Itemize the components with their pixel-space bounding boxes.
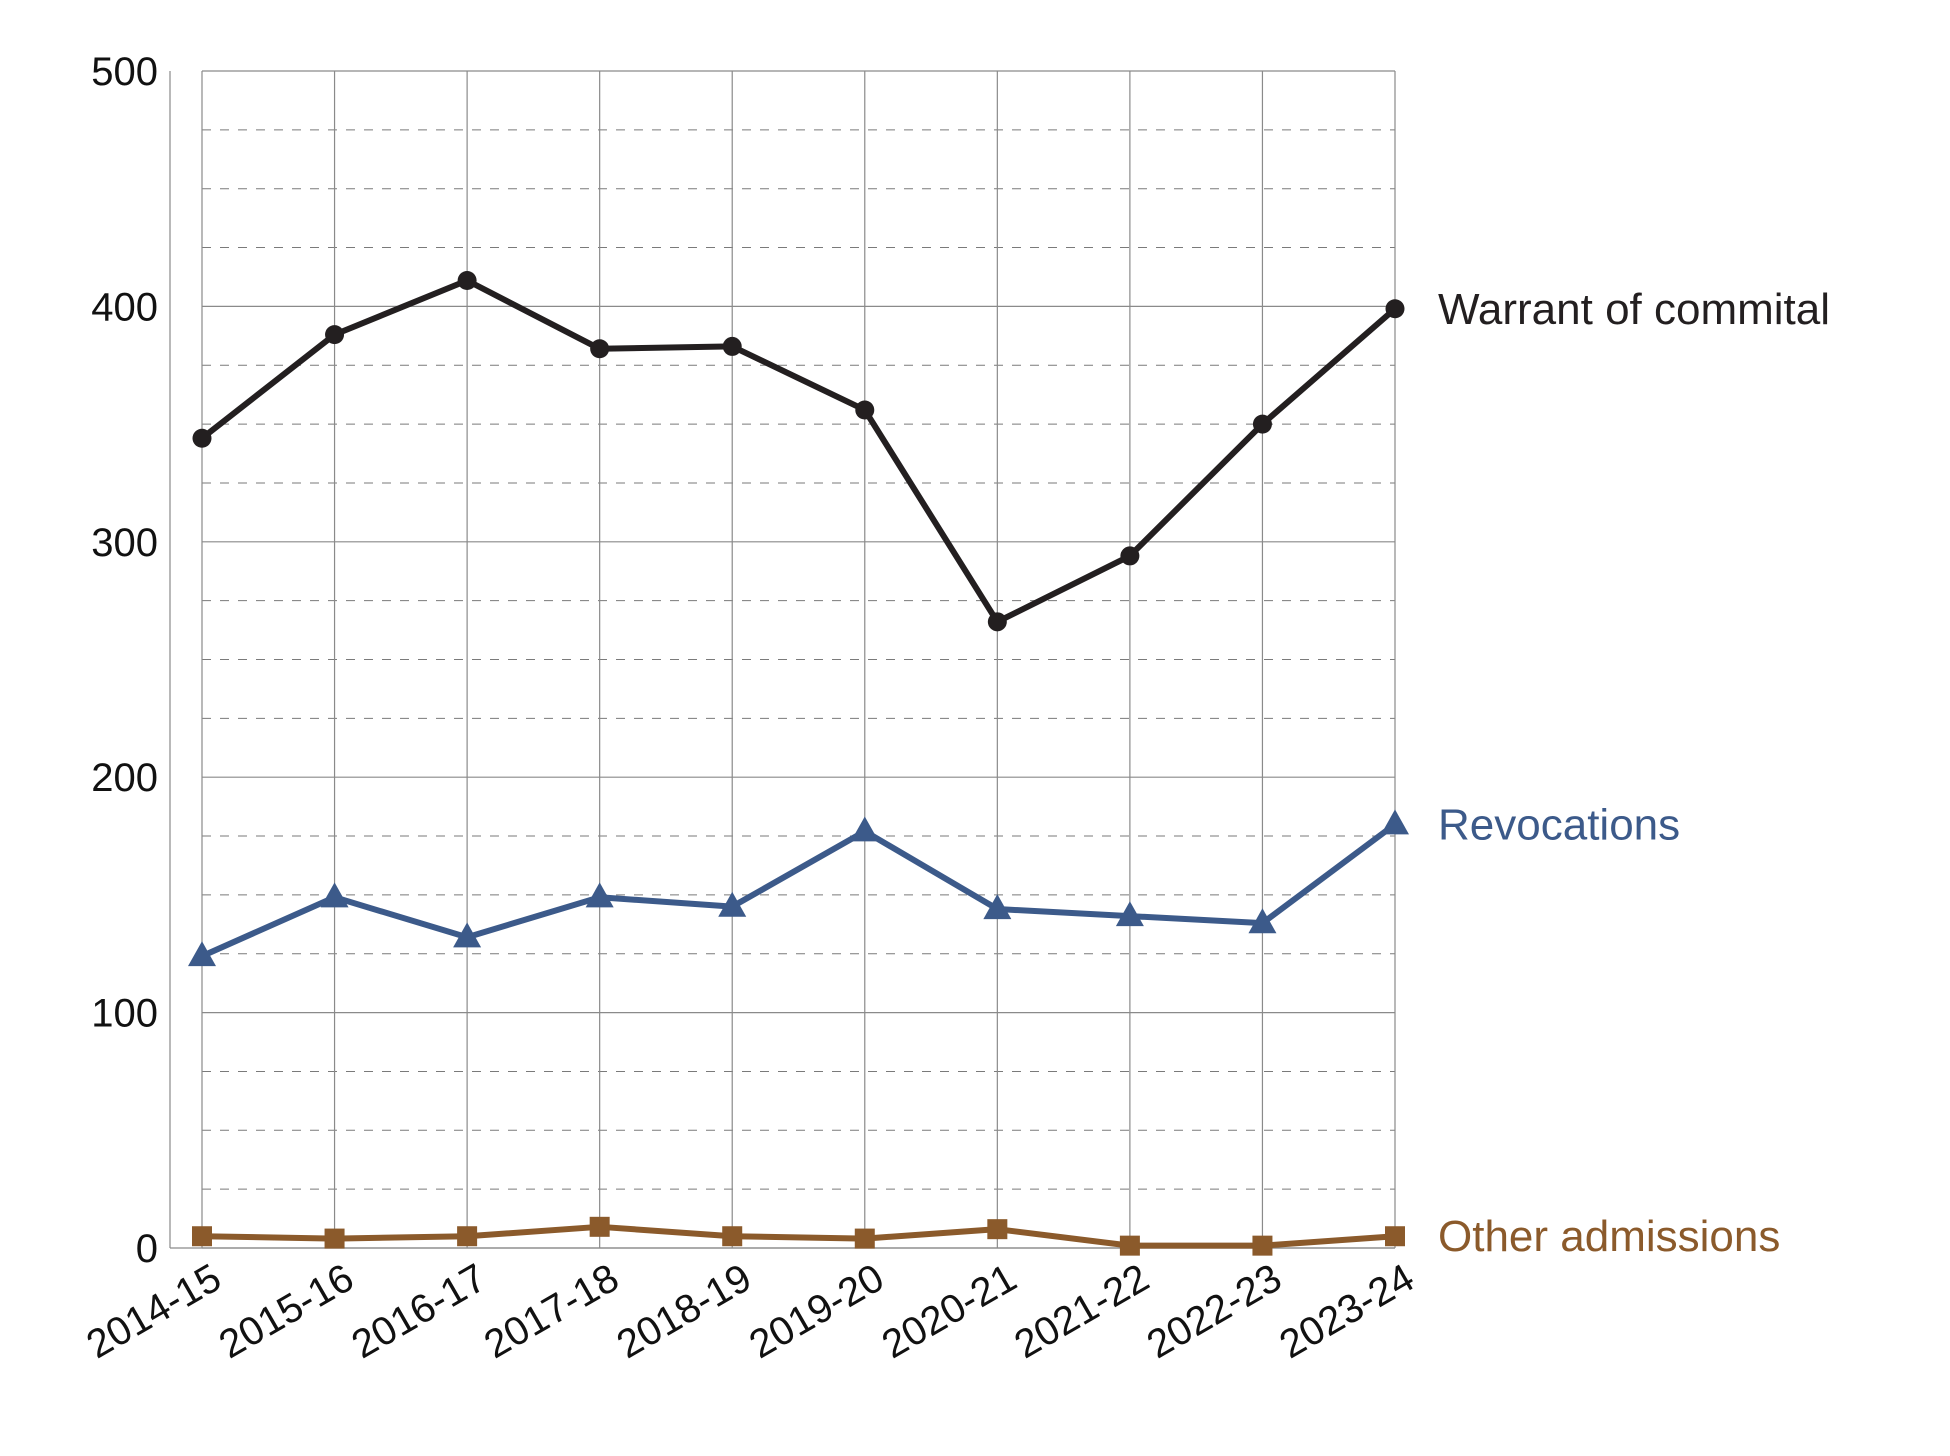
data-point: [192, 428, 212, 448]
grid: [201, 70, 1396, 1249]
data-point: [1252, 1235, 1273, 1256]
y-tick-label: 500: [91, 50, 158, 94]
x-tick-label: 2023-24: [1272, 1256, 1421, 1368]
data-point: [188, 941, 216, 967]
data-point: [192, 1226, 212, 1247]
x-tick-label: 2020-21: [875, 1256, 1024, 1368]
series-1: [188, 809, 1409, 967]
data-point: [457, 1226, 478, 1247]
series-label: Revocations: [1438, 800, 1680, 849]
data-point: [1252, 414, 1272, 434]
data-point: [983, 894, 1012, 920]
series-label: Other admissions: [1438, 1212, 1780, 1261]
y-tick-label: 0: [136, 1227, 158, 1271]
data-point: [585, 882, 614, 908]
data-point: [1248, 908, 1277, 934]
data-point: [1120, 546, 1140, 566]
series-line: [199, 821, 1398, 960]
data-point: [854, 1228, 875, 1249]
x-tick-label: 2022-23: [1140, 1256, 1289, 1368]
data-point: [987, 612, 1007, 632]
data-point: [987, 1219, 1008, 1240]
data-point: [324, 1228, 345, 1249]
data-point: [1385, 1226, 1405, 1247]
x-tick-label: 2016-17: [344, 1256, 493, 1368]
series-label: Warrant of commital: [1438, 285, 1830, 334]
series-line: [199, 1223, 1398, 1249]
series-2: [192, 1216, 1405, 1256]
data-point: [722, 1226, 743, 1247]
y-tick-label: 400: [91, 285, 158, 329]
data-point: [850, 816, 879, 842]
data-point: [1385, 299, 1405, 319]
labels: Warrant of commital Revocations Other admi…: [1438, 285, 1830, 1261]
y-tick-label: 300: [91, 521, 158, 565]
x-tick-label: 2014-15: [79, 1256, 228, 1368]
x-tick-label: 2015-16: [212, 1256, 361, 1368]
data-point: [1381, 809, 1409, 835]
y-tick-label: 200: [91, 756, 158, 800]
x-tick-label: 2021-22: [1007, 1256, 1156, 1368]
data-point: [718, 891, 747, 917]
data-point: [320, 882, 349, 908]
x-tick-label: 2019-20: [742, 1256, 891, 1368]
x-tick-label: 2017-18: [477, 1256, 626, 1368]
series-line: [199, 277, 1398, 625]
data-point: [453, 922, 482, 948]
data-point: [855, 400, 875, 420]
data-point: [590, 339, 610, 359]
data-point: [1119, 1235, 1140, 1256]
data-point: [457, 271, 477, 291]
data-point: [1115, 901, 1144, 927]
y-tick-label: 100: [91, 992, 158, 1036]
x-tick-label: 2018-19: [610, 1256, 759, 1368]
data-point: [325, 325, 345, 345]
data-point: [589, 1216, 610, 1237]
series: [188, 271, 1409, 1256]
data-point: [722, 336, 742, 356]
series-0: [192, 271, 1405, 632]
